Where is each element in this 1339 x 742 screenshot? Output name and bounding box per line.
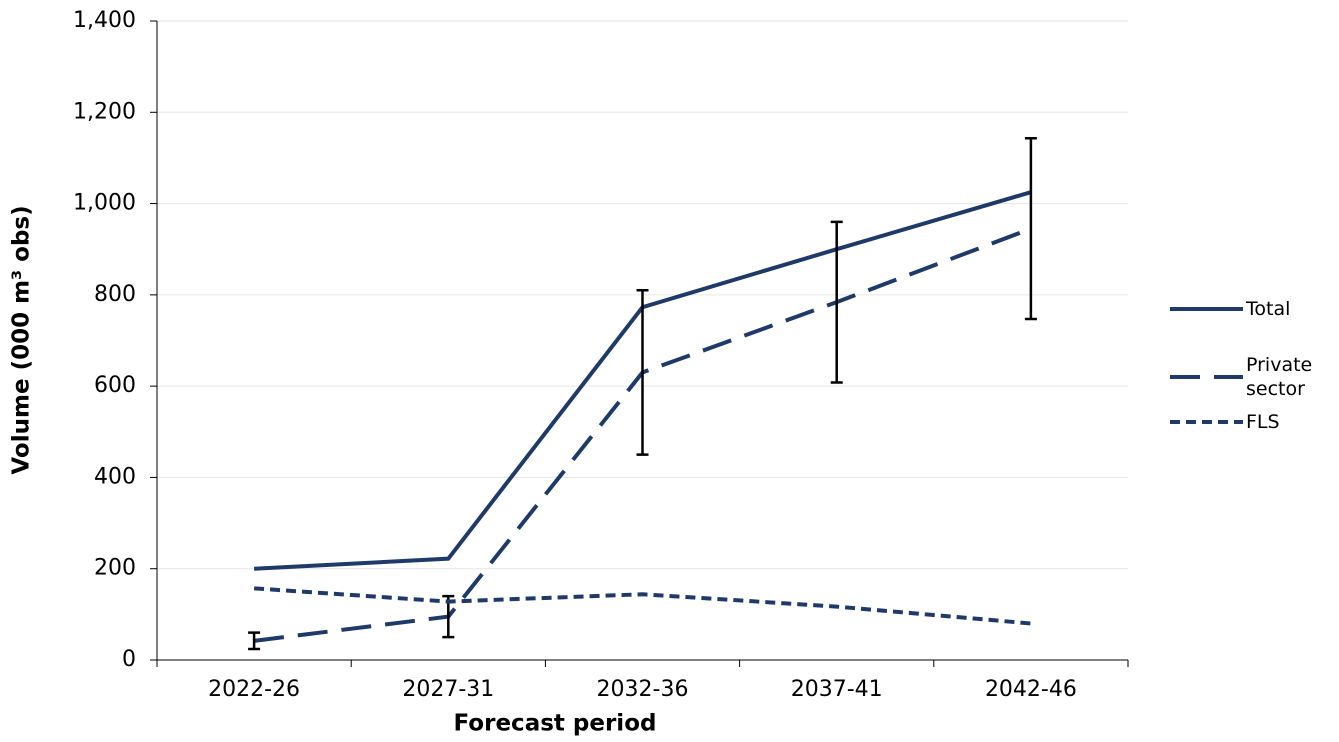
y-axis-title: Volume (000 m³ obs) bbox=[9, 205, 35, 474]
x-tick-label: 2037-41 bbox=[791, 677, 883, 702]
y-tick-label: 0 bbox=[122, 647, 136, 672]
legend-label: FLS bbox=[1246, 411, 1280, 433]
y-tick-label: 1,200 bbox=[73, 99, 136, 124]
error-bar bbox=[636, 289, 649, 456]
x-tick-label: 2027-31 bbox=[402, 677, 494, 702]
error-bar bbox=[248, 631, 261, 651]
x-tick-label: 2032-36 bbox=[597, 677, 689, 702]
legend-label: Private sector bbox=[1246, 354, 1313, 400]
legend-label: Total bbox=[1246, 298, 1291, 320]
y-tick-label: 600 bbox=[94, 373, 136, 398]
y-tick-label: 1,400 bbox=[73, 8, 136, 33]
error-bar bbox=[830, 220, 843, 384]
x-tick-label: 2022-26 bbox=[208, 677, 300, 702]
error-bar bbox=[1024, 137, 1037, 321]
x-tick-label: 2042-46 bbox=[985, 677, 1077, 702]
x-axis-title: Forecast period bbox=[454, 711, 657, 737]
y-tick-label: 1,000 bbox=[73, 191, 136, 216]
y-tick-label: 800 bbox=[94, 282, 136, 307]
y-tick-label: 200 bbox=[94, 556, 136, 581]
line bbox=[253, 586, 1032, 626]
y-tick-label: 400 bbox=[94, 464, 136, 489]
